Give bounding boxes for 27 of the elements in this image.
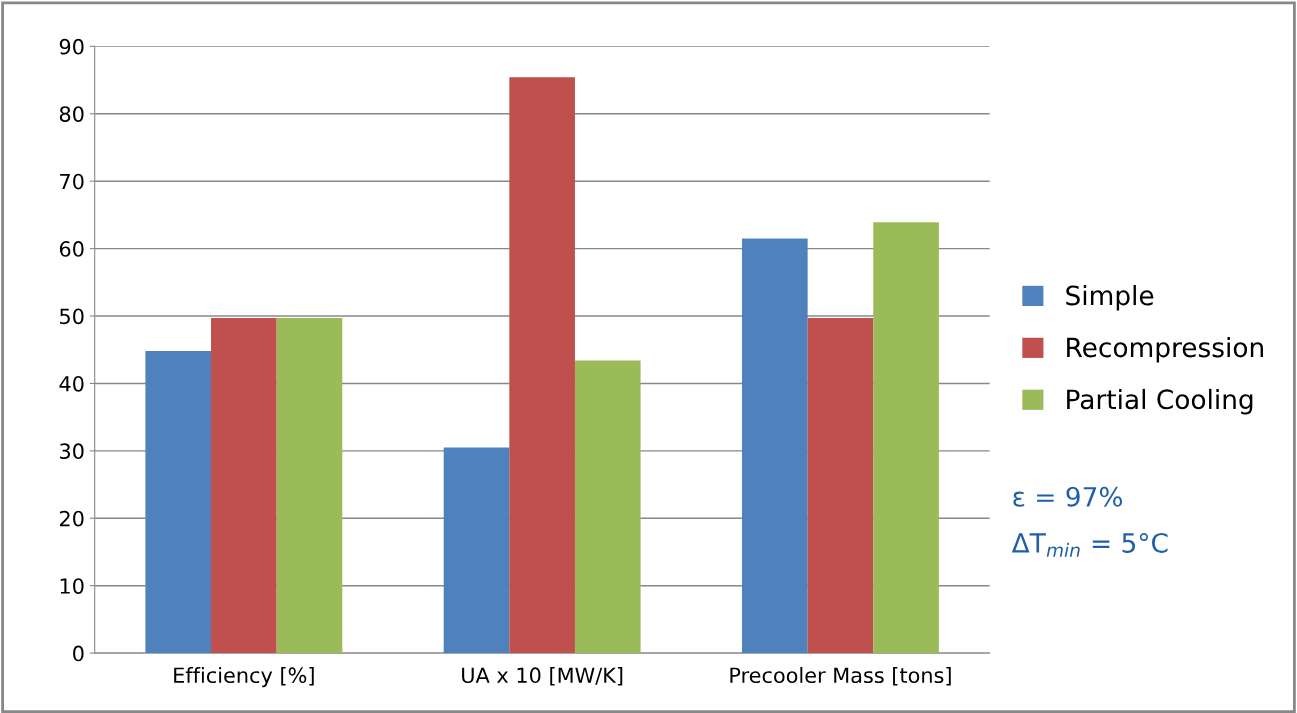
bar <box>873 222 939 654</box>
y-tick-label: 90 <box>59 38 84 55</box>
y-tick-label: 80 <box>59 106 84 122</box>
x-tick-label: UA x 10 [MW/K] <box>462 667 623 686</box>
y-tick-label: 60 <box>59 241 84 257</box>
legend-label: Partial Cooling <box>1067 388 1253 415</box>
bar <box>807 318 874 654</box>
y-tick-label: 30 <box>60 443 84 460</box>
text: ε = 97% <box>1013 486 1123 507</box>
y-tick-label: 0 <box>73 645 84 662</box>
bar <box>509 77 575 654</box>
y-tick-label: 20 <box>59 510 84 527</box>
bar <box>145 351 212 654</box>
text: ΔT$_{min}$ = 5°C <box>1011 532 1168 557</box>
x-tick-label: Efficiency [%] <box>174 667 314 688</box>
y-tick-label: 40 <box>59 375 84 392</box>
bar <box>276 318 343 654</box>
bar <box>742 238 808 654</box>
y-tick-label: 50 <box>60 308 84 325</box>
bar <box>443 447 510 654</box>
x-tick-label: Precooler Mass [tons] <box>730 667 951 686</box>
legend-label: Recompression <box>1067 336 1263 363</box>
bar <box>211 318 277 654</box>
legend-label: Simple <box>1066 285 1154 311</box>
y-tick-label: 10 <box>60 578 84 594</box>
bar <box>574 360 641 654</box>
y-tick-label: 70 <box>60 173 84 190</box>
